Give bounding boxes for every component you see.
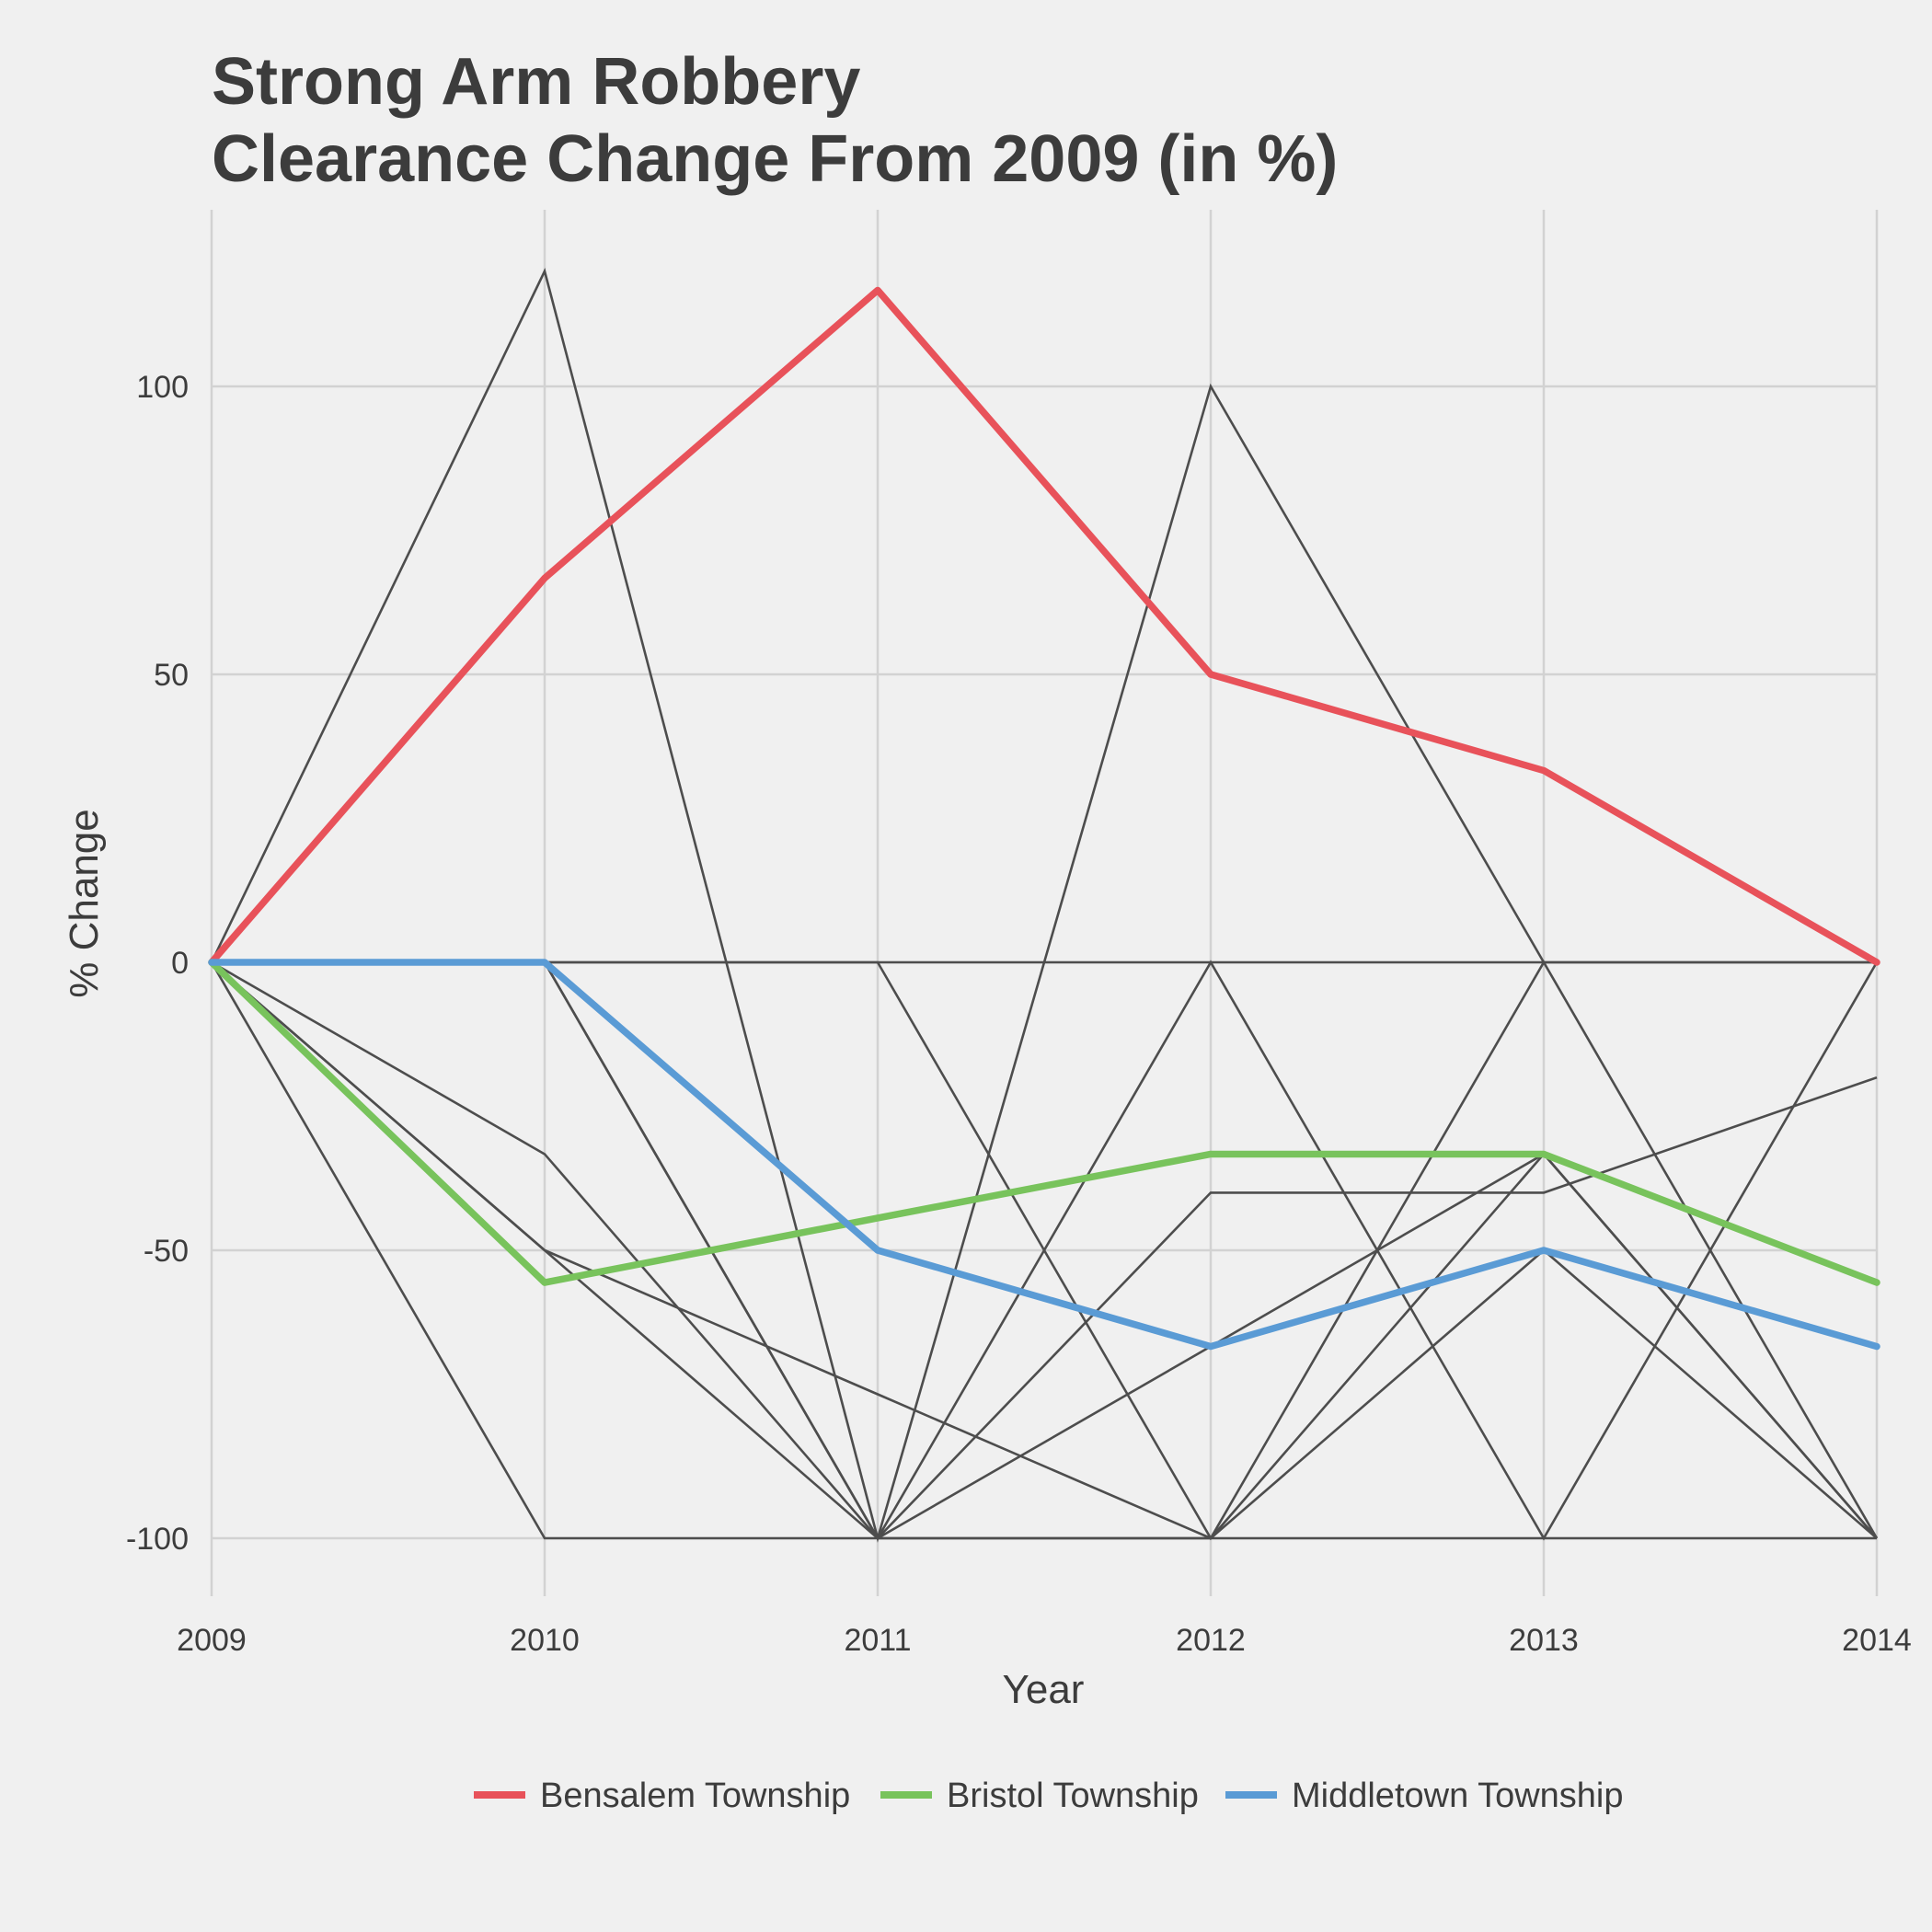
x-tick-label: 2010 xyxy=(510,1623,580,1658)
x-tick-label: 2013 xyxy=(1509,1623,1579,1658)
chart-title-line-2: Clearance Change From 2009 (in %) xyxy=(212,122,1338,196)
highlighted-series xyxy=(208,286,1880,1351)
legend: Bensalem Township Bristol Township Middlet… xyxy=(474,1777,1624,1815)
series-line-bensalem-township xyxy=(208,286,1880,966)
x-tick-label: 2014 xyxy=(1842,1623,1912,1658)
y-tick-label: 0 xyxy=(171,946,189,981)
series-line-bristol-township xyxy=(208,959,1880,1286)
background-series xyxy=(210,268,1879,1543)
legend-label: Bristol Township xyxy=(947,1777,1199,1815)
x-tick-label: 2012 xyxy=(1176,1623,1246,1658)
y-tick-label: 50 xyxy=(154,658,189,693)
y-axis-ticks: -100 -50 0 50 100 xyxy=(126,370,189,1557)
background-series-line-9 xyxy=(211,960,1879,1540)
x-tick-label: 2009 xyxy=(177,1623,247,1658)
x-axis-title: Year xyxy=(1003,1667,1085,1712)
y-tick-label: -100 xyxy=(126,1522,189,1557)
gridlines xyxy=(210,210,1879,1596)
series-line-middletown-township xyxy=(208,959,1880,1351)
y-axis-title: % Change xyxy=(62,809,107,997)
x-axis-ticks: 2009 2010 2011 2012 2013 2014 xyxy=(177,1623,1912,1658)
y-tick-label: -50 xyxy=(144,1234,189,1269)
legend-label: Middletown Township xyxy=(1292,1777,1624,1815)
y-tick-label: 100 xyxy=(136,370,189,405)
x-tick-label: 2011 xyxy=(844,1623,911,1658)
chart-title-line-1: Strong Arm Robbery xyxy=(212,45,860,119)
legend-label: Bensalem Township xyxy=(540,1777,850,1815)
background-series-line-1 xyxy=(210,268,1877,1543)
